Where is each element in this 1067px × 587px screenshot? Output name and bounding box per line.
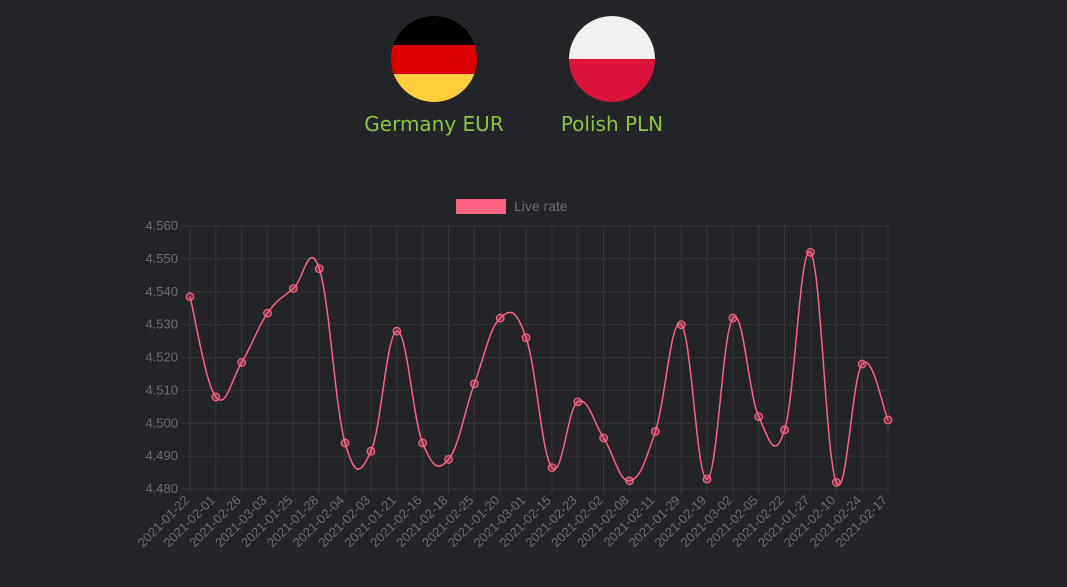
legend-swatch <box>456 199 506 214</box>
data-point <box>186 293 194 301</box>
data-point <box>832 479 840 487</box>
y-tick-label: 4.510 <box>145 382 178 397</box>
y-tick-label: 4.550 <box>145 251 178 266</box>
data-point <box>315 265 323 273</box>
data-point <box>574 398 582 406</box>
data-point <box>367 447 375 455</box>
data-point <box>600 434 608 442</box>
data-point <box>677 321 685 329</box>
y-tick-label: 4.490 <box>145 448 178 463</box>
data-point <box>807 249 815 257</box>
data-point <box>884 416 892 424</box>
y-tick-label: 4.540 <box>145 284 178 299</box>
y-tick-label: 4.500 <box>145 415 178 430</box>
y-tick-label: 4.520 <box>145 350 178 365</box>
data-point <box>755 413 763 421</box>
data-point <box>626 477 634 485</box>
data-point <box>419 439 427 447</box>
y-tick-label: 4.560 <box>145 218 178 233</box>
data-point <box>341 439 349 447</box>
data-point <box>496 314 504 322</box>
data-point <box>703 475 711 483</box>
y-tick-label: 4.480 <box>145 481 178 496</box>
data-point <box>522 334 530 342</box>
data-point <box>652 428 660 436</box>
data-point <box>212 393 220 401</box>
y-tick-label: 4.530 <box>145 317 178 332</box>
data-point <box>471 380 479 388</box>
data-point <box>729 314 737 322</box>
data-point <box>264 309 272 317</box>
data-point <box>238 359 246 367</box>
data-point <box>290 285 298 293</box>
data-point <box>858 360 866 368</box>
data-point <box>445 456 453 464</box>
data-point <box>548 464 556 472</box>
legend-label: Live rate <box>514 198 568 214</box>
data-point <box>393 327 401 335</box>
data-point <box>781 426 789 434</box>
